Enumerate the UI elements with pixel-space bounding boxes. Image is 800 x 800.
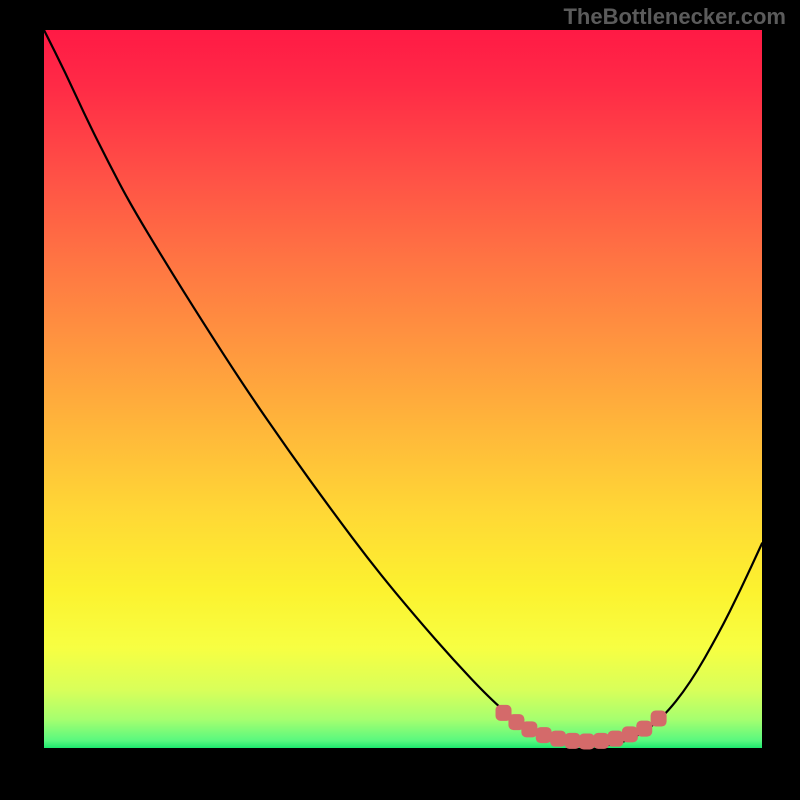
- flat-marker: [636, 721, 652, 737]
- bottlenecker-figure: TheBottlenecker.com: [0, 0, 800, 800]
- flat-marker: [564, 733, 580, 749]
- source-caption: TheBottlenecker.com: [563, 4, 786, 30]
- chart-svg: [0, 0, 800, 800]
- flat-marker: [521, 721, 537, 737]
- flat-marker: [536, 727, 552, 743]
- flat-marker: [651, 711, 667, 727]
- flat-marker: [608, 731, 624, 747]
- flat-marker: [622, 726, 638, 742]
- plot-gradient-area: [44, 30, 762, 748]
- flat-marker: [550, 731, 566, 747]
- flat-marker: [593, 733, 609, 749]
- flat-marker: [579, 734, 595, 750]
